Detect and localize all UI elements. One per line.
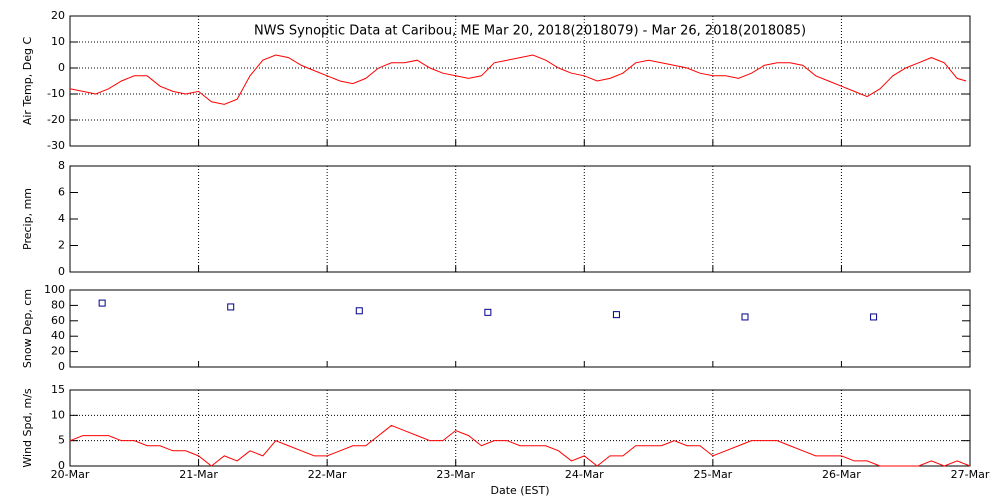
y-tick-label: 2 (58, 239, 65, 252)
y-tick-label: 5 (58, 434, 65, 447)
y-axis-label: Precip, mm (21, 188, 34, 250)
plot-frame (69, 165, 971, 273)
x-tick-label: 26-Mar (822, 468, 861, 481)
y-tick-label: -10 (47, 87, 65, 100)
y-tick-label: -20 (47, 113, 65, 126)
y-tick-label: 4 (58, 212, 65, 225)
x-tick-label: 22-Mar (308, 468, 347, 481)
x-tick-label: 21-Mar (179, 468, 218, 481)
y-tick-label: 15 (51, 383, 65, 396)
y-tick-label: 0 (58, 265, 65, 278)
y-tick-label: 10 (51, 35, 65, 48)
data-point (227, 303, 235, 311)
data-point (741, 313, 749, 321)
y-tick-label: 20 (51, 9, 65, 22)
y-tick-label: 60 (51, 314, 65, 327)
y-tick-label: 0 (58, 360, 65, 373)
x-tick-label: 20-Mar (51, 468, 90, 481)
y-tick-label: 0 (58, 459, 65, 472)
y-tick-label: 6 (58, 186, 65, 199)
y-tick-label: 100 (44, 283, 65, 296)
x-tick-label: 23-Mar (436, 468, 475, 481)
x-tick-label: 24-Mar (565, 468, 604, 481)
y-tick-label: 10 (51, 408, 65, 421)
y-tick-label: 8 (58, 159, 65, 172)
chart-title: NWS Synoptic Data at Caribou, ME Mar 20,… (254, 24, 806, 39)
plot-frame (69, 15, 971, 147)
data-point (870, 313, 878, 321)
y-tick-label: -30 (47, 139, 65, 152)
y-tick-label: 40 (51, 329, 65, 342)
y-tick-label: 80 (51, 298, 65, 311)
data-point (355, 307, 363, 315)
y-tick-label: 20 (51, 345, 65, 358)
y-tick-label: 0 (58, 61, 65, 74)
y-axis-label: Air Temp, Deg C (21, 37, 34, 126)
x-axis-label: Date (EST) (490, 484, 549, 497)
data-line (69, 424, 971, 467)
x-tick-label: 27-Mar (951, 468, 990, 481)
y-axis-label: Snow Dep, cm (21, 289, 34, 368)
x-tick-label: 25-Mar (693, 468, 732, 481)
y-axis-label: Wind Spd, m/s (21, 388, 34, 468)
plot-frame (69, 389, 971, 467)
data-point (98, 299, 106, 307)
data-point (484, 308, 492, 316)
data-line (69, 54, 967, 105)
plot-frame (69, 289, 971, 368)
data-point (612, 311, 620, 319)
